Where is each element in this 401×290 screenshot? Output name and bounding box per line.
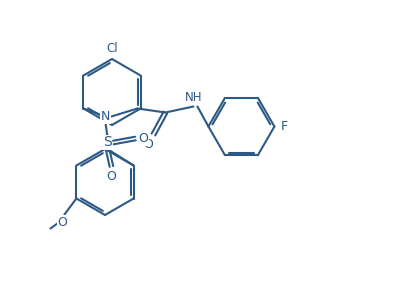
Text: F: F [280,120,287,133]
Text: O: O [106,170,116,183]
Text: NH: NH [184,91,202,104]
Text: O: O [138,132,148,145]
Text: S: S [103,135,111,150]
Text: N: N [101,110,110,123]
Text: O: O [57,216,67,229]
Text: Cl: Cl [106,43,117,55]
Text: O: O [143,138,153,151]
